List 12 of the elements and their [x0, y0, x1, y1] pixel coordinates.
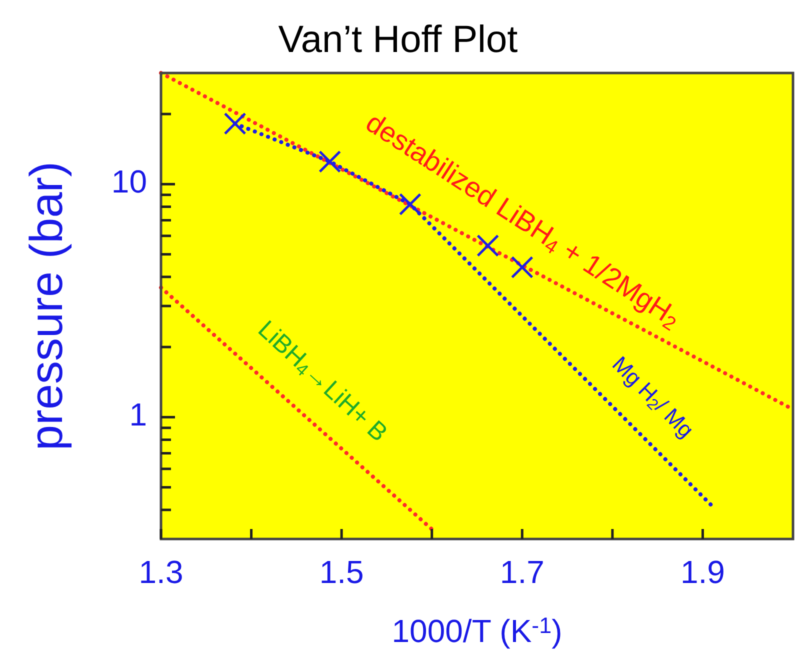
x-tick-label: 1.5 [319, 554, 364, 590]
point [318, 150, 342, 173]
chart-title: Van’t Hoff Plot [278, 19, 518, 61]
y-tick-label: 1 [129, 396, 147, 433]
point [510, 256, 534, 278]
point [224, 112, 246, 135]
x-axis-title: 1000/T (K$^{-1}$) [392, 613, 562, 649]
x-tick-label: 1.9 [680, 554, 725, 590]
x-tick-label: 1.3 [138, 554, 184, 590]
x-tick-label: 1.7 [500, 554, 544, 590]
y-tick-label: 10 [111, 164, 147, 200]
y-axis-title: pressure (bar) [20, 162, 72, 450]
